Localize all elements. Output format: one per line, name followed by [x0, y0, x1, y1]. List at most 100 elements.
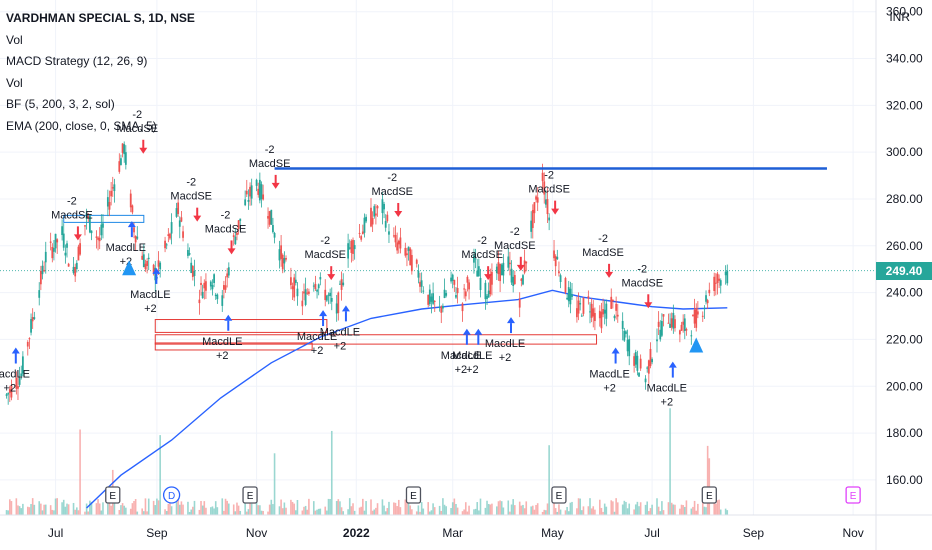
candle-body — [324, 289, 327, 301]
volume-bar — [612, 501, 614, 515]
candle-body — [463, 288, 466, 290]
sell-qty-label: -2 — [265, 144, 275, 156]
candle-body — [131, 205, 134, 213]
volume-bar — [237, 505, 240, 515]
candle-body — [661, 321, 663, 336]
legend-ema[interactable]: EMA (200, close, 0, SMA, 5) — [6, 118, 157, 133]
zone-box — [154, 319, 328, 333]
volume-bar — [17, 505, 19, 515]
volume-bar — [295, 510, 297, 515]
candle-body — [678, 330, 681, 335]
volume-bar — [326, 510, 328, 515]
candle-body — [31, 317, 34, 322]
candle-body — [106, 197, 109, 207]
candle-body — [335, 303, 338, 314]
volume-bar — [304, 505, 307, 515]
buy-signal-label: MacdLE — [202, 336, 242, 348]
candle-body — [598, 310, 601, 319]
candle-body — [453, 279, 456, 285]
candle-body — [10, 385, 13, 398]
volume-bar — [312, 501, 315, 515]
buy-signal-label: MacdLE — [0, 369, 30, 381]
volume-bar — [610, 500, 613, 515]
buy-arrow-head — [127, 221, 136, 228]
volume-bar — [510, 504, 513, 515]
volume-bar — [164, 509, 166, 515]
volume-bar — [169, 499, 171, 515]
volume-bar — [67, 504, 70, 515]
legend-volume[interactable]: Vol — [6, 32, 23, 47]
candle-body — [350, 240, 353, 253]
earnings-event-marker[interactable]: E — [405, 486, 422, 504]
volume-bar — [250, 503, 253, 515]
candle-body — [110, 190, 113, 197]
volume-bar — [672, 504, 675, 515]
volume-bar — [636, 501, 639, 515]
volume-bar — [198, 509, 201, 515]
volume-bar — [656, 498, 658, 515]
volume-bar — [683, 506, 686, 515]
candle-body — [432, 293, 434, 304]
volume-bar — [260, 510, 263, 515]
volume-bar — [255, 501, 258, 515]
ema-line — [86, 289, 728, 509]
volume-bar — [245, 511, 248, 515]
candle-body — [365, 216, 367, 222]
x-tick-label: Sep — [743, 526, 765, 540]
candle-body — [205, 281, 207, 291]
candle-body — [451, 274, 454, 281]
volume-bar — [393, 502, 395, 515]
candle-body — [409, 248, 412, 266]
symbol-title[interactable]: VARDHMAN SPECIAL S, 1D, NSE — [6, 11, 195, 25]
volume-bar — [461, 511, 464, 515]
candle-body — [66, 243, 68, 248]
volume-bar — [533, 509, 536, 515]
legend-volume-2[interactable]: Vol — [6, 75, 23, 90]
candle-body — [79, 243, 81, 255]
candle-body — [674, 319, 676, 329]
legend-macd-strategy[interactable]: MACD Strategy (12, 26, 9) — [6, 54, 148, 69]
volume-bar — [667, 502, 670, 515]
volume-bar — [102, 502, 104, 515]
volume-bar — [559, 509, 562, 515]
volume-bar — [407, 502, 410, 515]
future-earnings-event-marker[interactable]: E — [845, 486, 861, 504]
volume-bar — [427, 502, 429, 515]
candle-body — [569, 288, 572, 305]
candle-body — [633, 356, 636, 366]
sell-signal-label: MacdSE — [249, 158, 291, 170]
legend-bf[interactable]: BF (5, 200, 3, 2, sol) — [6, 97, 115, 112]
candle-body — [495, 266, 498, 274]
candle-body — [422, 290, 425, 292]
earnings-event-marker[interactable]: E — [242, 486, 258, 504]
candle-body — [224, 285, 227, 290]
volume-bar — [314, 510, 317, 515]
volume-bar — [411, 509, 413, 515]
earnings-event-marker[interactable]: E — [701, 486, 717, 504]
dividend-event-marker[interactable]: D — [162, 486, 181, 504]
candle-body — [255, 179, 258, 186]
earnings-event-marker[interactable]: E — [105, 486, 121, 504]
earnings-event-marker[interactable]: E — [551, 486, 567, 504]
candle-body — [90, 230, 93, 234]
volume-bar — [76, 507, 78, 515]
volume-bar — [692, 506, 694, 515]
volume-bar — [633, 509, 635, 515]
volume-bar — [491, 503, 493, 515]
volume-bar — [404, 499, 407, 515]
candle-body — [438, 306, 441, 308]
candle-body — [566, 297, 569, 300]
sell-signal-label: MacdSE — [461, 249, 503, 261]
volume-bar — [726, 510, 729, 515]
candle-body — [500, 264, 503, 276]
x-tick-label: Mar — [442, 526, 463, 540]
volume-bar — [587, 506, 590, 515]
candle-body — [147, 257, 150, 260]
candle-body — [513, 275, 516, 284]
buy-arrow-head — [224, 314, 233, 321]
candle-body — [381, 199, 384, 214]
volume-bar — [659, 511, 662, 515]
volume-bar — [72, 502, 75, 515]
